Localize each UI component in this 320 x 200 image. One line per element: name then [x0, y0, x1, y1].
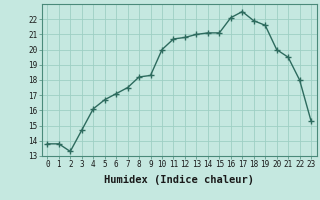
X-axis label: Humidex (Indice chaleur): Humidex (Indice chaleur)	[104, 175, 254, 185]
